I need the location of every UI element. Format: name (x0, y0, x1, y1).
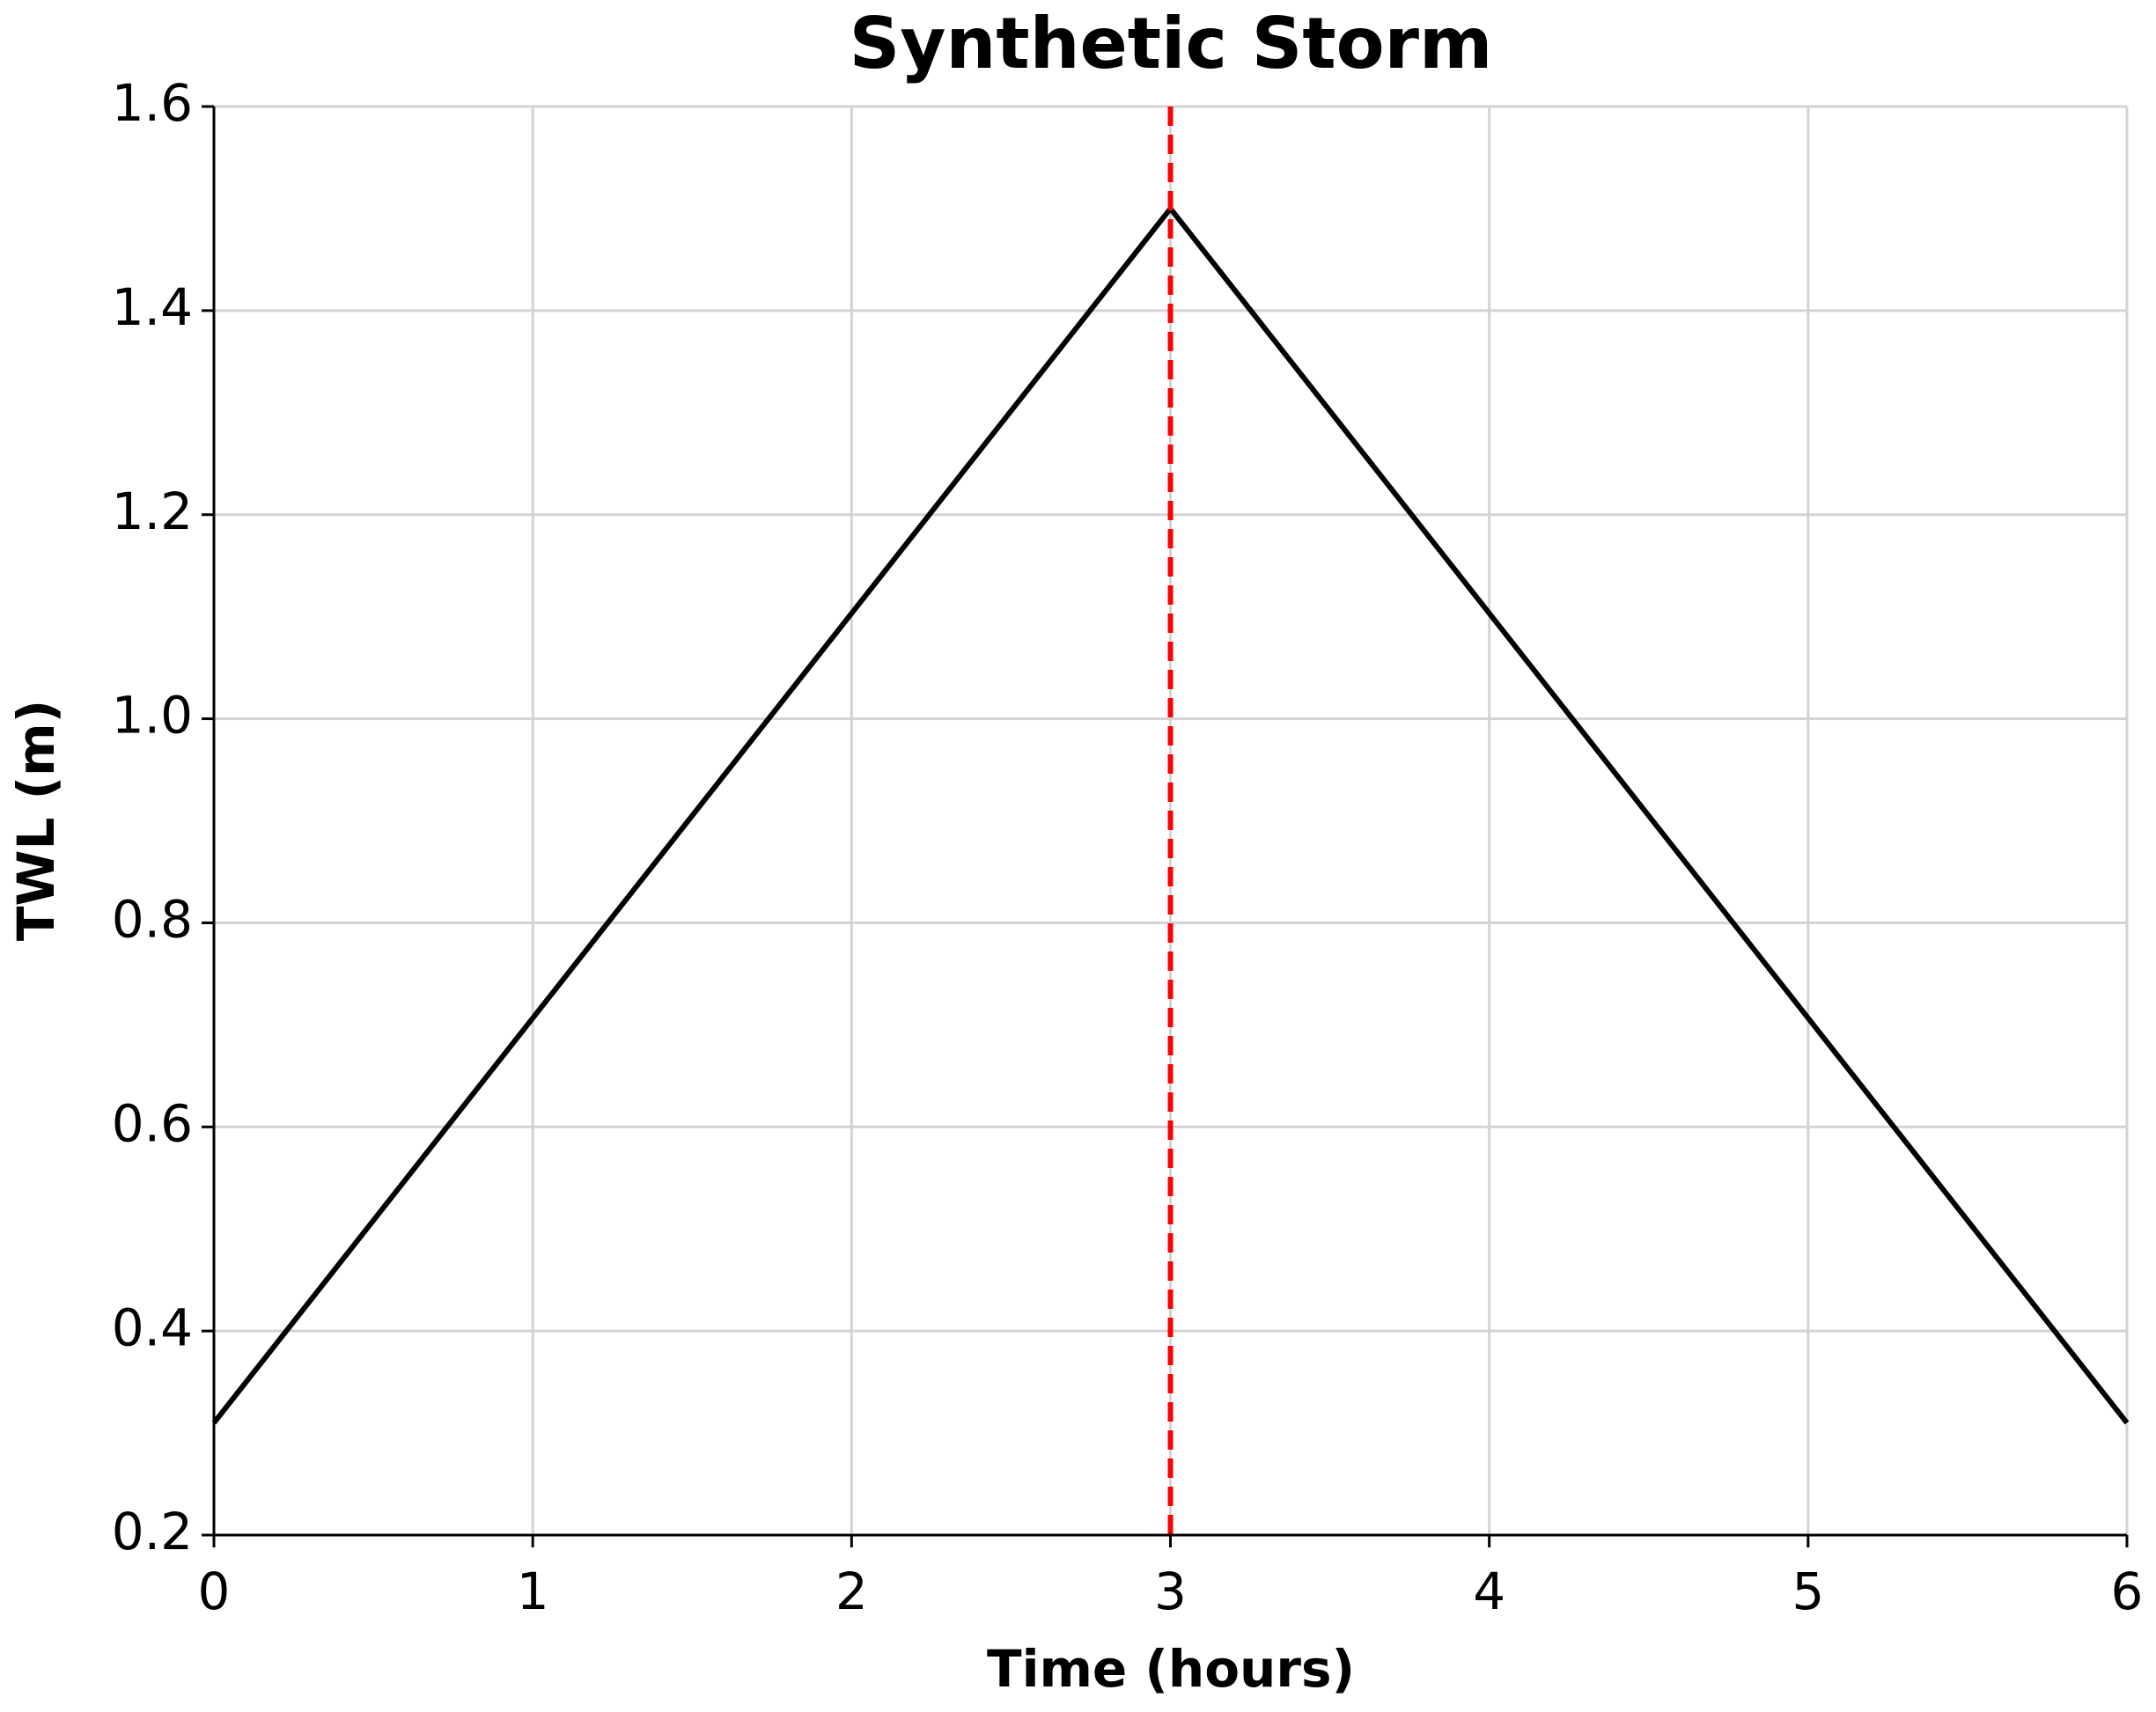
y-axis-label: TWL (m) (6, 700, 66, 941)
y-tick-label: 1.0 (112, 686, 193, 746)
y-tick-label: 1.4 (112, 277, 193, 337)
y-tick-label: 1.6 (112, 73, 193, 133)
y-tick-label: 0.8 (112, 890, 193, 950)
y-tick-label: 0.4 (112, 1297, 193, 1357)
y-tick-label: 0.6 (112, 1093, 193, 1153)
x-tick-label: 1 (517, 1561, 549, 1621)
x-tick-label: 5 (1792, 1561, 1824, 1621)
x-axis-label: Time (hours) (987, 1639, 1355, 1699)
x-tick-label: 6 (2111, 1561, 2144, 1621)
x-tick-label: 3 (1154, 1561, 1187, 1621)
chart-title: Synthetic Storm (850, 3, 1493, 84)
y-tick-label: 1.2 (112, 481, 193, 541)
x-tick-label: 2 (835, 1561, 868, 1621)
x-tick-label: 0 (198, 1561, 231, 1621)
x-tick-label: 4 (1473, 1561, 1505, 1621)
y-tick-label: 0.2 (112, 1502, 193, 1561)
